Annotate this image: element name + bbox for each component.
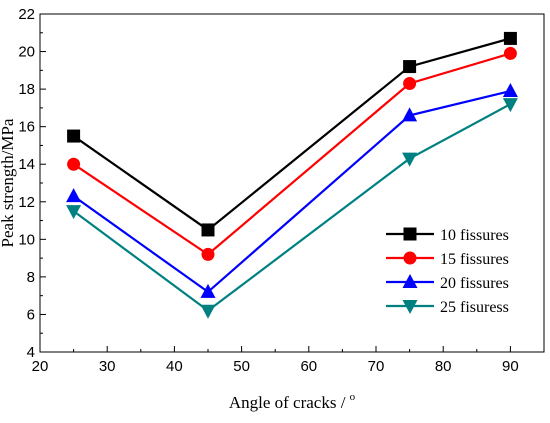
data-point: [503, 31, 517, 45]
legend-item: 10 fissures: [386, 227, 509, 244]
y-tick-label: 10: [18, 231, 35, 248]
y-tick-label: 4: [27, 344, 35, 361]
series-line: [72, 103, 511, 313]
y-tick-label: 16: [18, 119, 35, 136]
x-tick-label: 60: [300, 358, 317, 375]
legend-label: 25 fisuress: [440, 299, 509, 316]
series-1: [67, 31, 517, 237]
x-tick-label: 90: [502, 358, 519, 375]
y-tick-label: 20: [18, 44, 35, 61]
data-point: [66, 188, 82, 203]
y-axis-label: Peak strength/MPa: [0, 118, 17, 247]
y-tick-label: 8: [27, 269, 35, 286]
legend-marker: [402, 274, 418, 288]
legend-label: 10 fissures: [440, 227, 509, 244]
series-2: [67, 46, 517, 261]
legend-item: 25 fisuress: [386, 299, 509, 316]
x-tick-label: 80: [435, 358, 452, 375]
y-tick-label: 12: [18, 194, 35, 211]
x-tick-label: 70: [368, 358, 385, 375]
legend: 10 fissures 15 fissures 20 fissures 25 fisu…: [386, 227, 509, 316]
x-tick-label: 50: [233, 358, 250, 375]
legend-label: 20 fissures: [440, 275, 509, 292]
legend-item: 15 fissures: [386, 251, 509, 268]
legend-item: 20 fissures: [386, 274, 509, 292]
y-tick-label: 14: [18, 156, 35, 173]
x-axis-label-superscript: o: [350, 391, 356, 403]
x-axis-label: Angle of cracks / o: [229, 391, 356, 412]
data-point: [402, 152, 418, 167]
legend-marker: [403, 227, 417, 241]
data-point: [502, 98, 518, 113]
series-line: [72, 52, 511, 256]
x-tick-label: 30: [99, 358, 116, 375]
data-point: [201, 223, 215, 237]
data-point: [402, 107, 418, 122]
y-tick-label: 18: [18, 81, 35, 98]
x-axis: 20 30 40 50 60 70 80 90: [32, 346, 519, 375]
legend-marker: [403, 251, 417, 265]
series-line: [72, 89, 511, 294]
data-point: [502, 82, 518, 97]
data-point: [503, 46, 517, 60]
data-point: [200, 304, 216, 319]
y-tick-label: 22: [18, 6, 35, 23]
data-point: [66, 205, 82, 220]
data-point: [200, 283, 216, 298]
data-point: [201, 247, 215, 261]
y-axis: 4 6 8 10 12 14 16 18 20 22: [18, 6, 46, 361]
series-4: [66, 98, 518, 319]
x-tick-label: 20: [32, 358, 49, 375]
data-point: [403, 60, 417, 74]
x-tick-label: 40: [166, 358, 183, 375]
data-point: [403, 76, 417, 90]
legend-label: 15 fissures: [440, 251, 509, 268]
series-line: [72, 37, 511, 232]
y-tick-label: 6: [27, 306, 35, 323]
legend-marker: [402, 300, 418, 314]
series-group: [66, 31, 518, 319]
data-point: [67, 129, 81, 143]
series-3: [66, 82, 518, 298]
data-point: [67, 157, 81, 171]
